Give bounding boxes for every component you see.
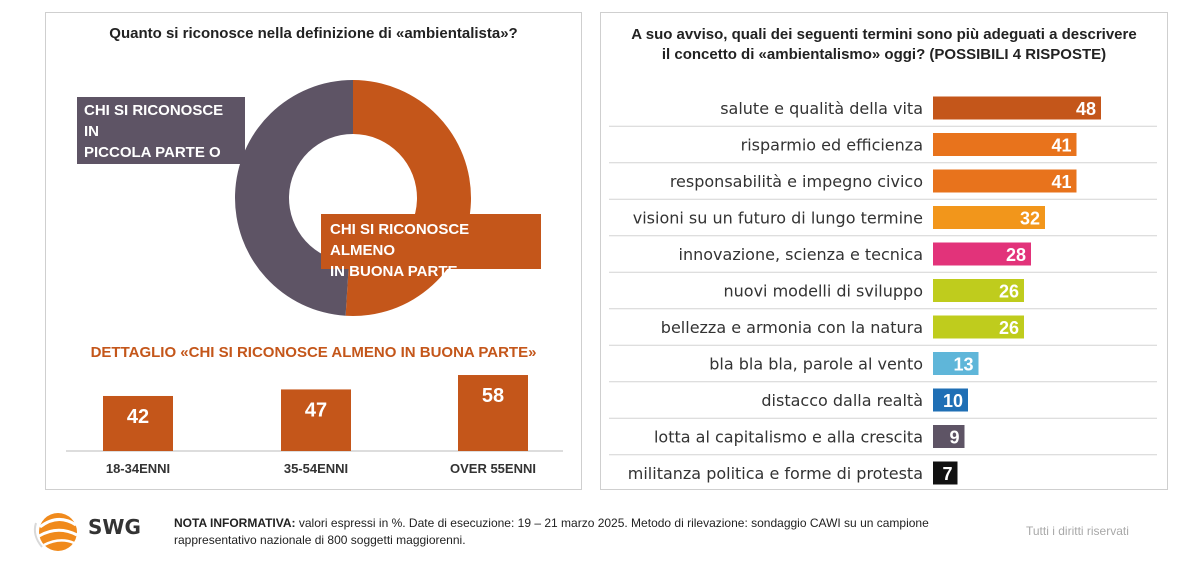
term-bar-value-3: 41	[1051, 172, 1071, 192]
terms-bar-chart: 48 salute e qualità della vita 41 risparmio…	[609, 96, 1157, 485]
age-bar-value-3: 58	[482, 385, 504, 407]
term-label-4: visioni su un futuro di lungo termine	[633, 209, 923, 228]
footer-note-label: NOTA INFORMATIVA:	[174, 516, 296, 530]
donut-value-high: 51	[386, 175, 411, 200]
term-label-8: bla bla bla, parole al vento	[709, 355, 923, 374]
age-bar-value-2: 47	[305, 399, 327, 421]
term-label-3: responsabilità e impegno civico	[670, 172, 923, 191]
term-bar-value-11: 7	[942, 464, 952, 484]
term-bar-6	[933, 279, 1024, 302]
term-bar-value-7: 26	[999, 318, 1019, 338]
term-bar-value-8: 13	[953, 355, 973, 375]
term-bar-7	[933, 315, 1024, 339]
term-bar-value-10: 9	[949, 428, 959, 448]
term-bar-9	[933, 388, 968, 412]
term-bar-11	[933, 461, 958, 485]
term-label-6: nuovi modelli di sviluppo	[724, 282, 924, 301]
term-label-7: bellezza e armonia con la natura	[661, 318, 923, 337]
donut-value-low: 49	[196, 175, 221, 200]
term-bar-value-5: 28	[1006, 245, 1026, 265]
donut-label-low-line2: PICCOLA PARTE O	[84, 144, 221, 161]
footer-note: NOTA INFORMATIVA: valori espressi in %. …	[174, 515, 974, 549]
term-label-5: innovazione, scienza e tecnica	[679, 245, 923, 264]
donut-label-high-line1: CHI SI RICONOSCE ALMENO	[330, 221, 470, 259]
term-bar-10	[933, 425, 965, 448]
term-bar-2	[933, 133, 1077, 156]
term-bar-value-4: 32	[1020, 209, 1040, 229]
donut-label-low-line3: PER NIENTE	[84, 165, 175, 182]
right-title-line2: il concetto di «ambientalismo» oggi? (PO…	[661, 46, 1107, 63]
term-label-1: salute e qualità della vita	[720, 99, 923, 118]
donut-label-high-line2: IN BUONA PARTE	[330, 263, 458, 280]
donut-label-low-line1: CHI SI RICONOSCE IN	[84, 102, 224, 140]
left-panel: Quanto si riconosce nella definizione di…	[45, 12, 582, 490]
term-bar-5	[933, 242, 1031, 266]
age-category-label-2: 35-54ENNI	[284, 461, 348, 476]
term-bar-value-6: 26	[999, 282, 1019, 302]
left-chart-title: Quanto si riconosce nella definizione di…	[109, 25, 518, 42]
term-bar-value-9: 10	[943, 391, 963, 411]
right-title-line1: A suo avviso, quali dei seguenti termini…	[631, 26, 1137, 43]
donut-label-low: CHI SI RICONOSCE IN PICCOLA PARTE O PER …	[77, 97, 245, 182]
swg-globe-icon	[33, 513, 78, 551]
term-bar-value-1: 48	[1076, 99, 1096, 119]
age-bar-2	[281, 389, 351, 451]
swg-logo: SWG	[30, 505, 160, 555]
term-bar-1	[933, 96, 1101, 120]
term-bar-value-2: 41	[1051, 136, 1071, 156]
age-bar-value-1: 42	[127, 406, 149, 428]
rights-text: Tutti i diritti riservati	[1026, 524, 1129, 538]
donut-label-high: CHI SI RICONOSCE ALMENO IN BUONA PARTE	[321, 214, 541, 280]
age-bar-1	[103, 395, 173, 451]
right-panel: A suo avviso, quali dei seguenti termini…	[600, 12, 1168, 490]
age-category-label-1: 18-34ENNI	[106, 461, 170, 476]
term-bar-3	[933, 169, 1077, 193]
term-label-2: risparmio ed efficienza	[741, 136, 923, 155]
footer-note-text: valori espressi in %. Date di esecuzione…	[174, 516, 929, 547]
age-category-label-3: OVER 55ENNI	[450, 461, 536, 476]
term-bar-4	[933, 206, 1045, 229]
term-label-10: lotta al capitalismo e alla crescita	[654, 428, 923, 447]
age-bar-chart: 42 18-34ENNI 47 35-54ENNI 58 OVER 55ENNI	[66, 375, 563, 476]
term-bar-8	[933, 352, 979, 375]
term-label-11: militanza politica e forme di protesta	[628, 464, 923, 483]
swg-logo-text: SWG	[88, 515, 141, 539]
detail-title: DETTAGLIO «CHI SI RICONOSCE ALMENO IN BU…	[90, 344, 537, 361]
age-bar-3	[458, 375, 528, 451]
right-chart-title: A suo avviso, quali dei seguenti termini…	[611, 25, 1157, 65]
term-label-9: distacco dalla realtà	[761, 391, 923, 410]
